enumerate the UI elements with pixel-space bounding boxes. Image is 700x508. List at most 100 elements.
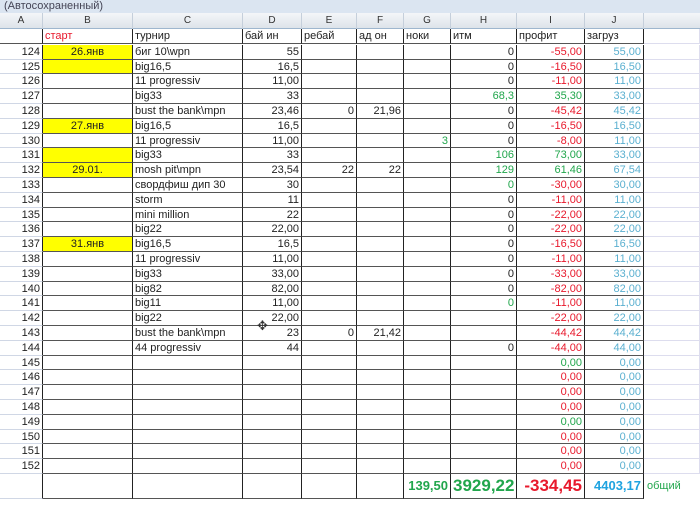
cell-j[interactable]: 0,00	[585, 385, 644, 400]
cell-e[interactable]: 0	[302, 326, 357, 341]
cell-f[interactable]	[357, 59, 404, 75]
cell-i[interactable]: -30,00	[517, 178, 585, 193]
cell-j[interactable]: 33,00	[585, 89, 644, 104]
cell-j[interactable]: 0,00	[585, 414, 644, 430]
cell-f[interactable]	[357, 252, 404, 267]
cell-d[interactable]: 22,00	[243, 222, 302, 238]
cell-f[interactable]	[357, 281, 404, 297]
cell-f[interactable]: 21,42	[357, 326, 404, 341]
cell-e[interactable]	[302, 459, 357, 474]
cell-e[interactable]	[302, 385, 357, 400]
cell-f[interactable]	[357, 311, 404, 326]
total-e[interactable]	[302, 474, 357, 499]
cell-b[interactable]	[43, 266, 133, 282]
cell-i[interactable]: 0,00	[517, 385, 585, 400]
cell-f[interactable]	[357, 133, 404, 149]
total-i[interactable]: -334,45	[517, 474, 585, 499]
cell-g[interactable]: 3	[404, 133, 451, 149]
header-cell-d[interactable]: бай ин	[243, 29, 302, 44]
cell-c[interactable]: mosh pit\mpn	[133, 163, 243, 178]
cell-c[interactable]: big33	[133, 148, 243, 164]
cell-i[interactable]: 73,00	[517, 148, 585, 164]
cell-e[interactable]	[302, 118, 357, 134]
row-number[interactable]: 129	[0, 118, 43, 134]
column-header-B[interactable]: B	[43, 13, 133, 29]
row-number[interactable]: 138	[0, 252, 43, 267]
header-cell-h[interactable]: итм	[451, 29, 517, 44]
cell-h[interactable]: 0	[451, 281, 517, 297]
cell-d[interactable]: 44	[243, 340, 302, 356]
cell-d[interactable]: 11,00	[243, 252, 302, 267]
cell-j[interactable]: 44,00	[585, 340, 644, 356]
header-cell-i[interactable]: профит	[517, 29, 585, 44]
cell-h[interactable]	[451, 400, 517, 415]
cell-h[interactable]: 0	[451, 104, 517, 119]
row-number[interactable]: 141	[0, 296, 43, 312]
cell-f[interactable]	[357, 222, 404, 238]
cell-g[interactable]	[404, 281, 451, 297]
empty-cell[interactable]	[644, 400, 700, 415]
cell-g[interactable]	[404, 104, 451, 119]
cell-e[interactable]	[302, 74, 357, 90]
cell-c[interactable]: big22	[133, 222, 243, 238]
header-cell-b[interactable]: старт	[43, 29, 133, 44]
cell-c[interactable]: big22	[133, 311, 243, 326]
cell-f[interactable]	[357, 237, 404, 252]
cell-c[interactable]	[133, 400, 243, 415]
cell-g[interactable]	[404, 459, 451, 474]
row-number[interactable]: 148	[0, 400, 43, 415]
cell-d[interactable]	[243, 385, 302, 400]
cell-h[interactable]	[451, 326, 517, 341]
cell-e[interactable]	[302, 44, 357, 60]
row-number[interactable]: 144	[0, 340, 43, 356]
cell-d[interactable]: 16,5	[243, 59, 302, 75]
cell-b[interactable]	[43, 192, 133, 208]
cell-i[interactable]: -16,50	[517, 118, 585, 134]
cell-g[interactable]	[404, 266, 451, 282]
cell-f[interactable]	[357, 266, 404, 282]
cell-c[interactable]: 11 progressiv	[133, 252, 243, 267]
empty-cell[interactable]	[644, 118, 700, 134]
empty-cell[interactable]	[644, 163, 700, 178]
column-header-C[interactable]: C	[133, 13, 243, 29]
row-number[interactable]: 140	[0, 281, 43, 297]
cell-h[interactable]: 0	[451, 118, 517, 134]
cell-f[interactable]	[357, 444, 404, 460]
cell-b[interactable]: 26.янв	[43, 44, 133, 60]
cell-h[interactable]: 0	[451, 237, 517, 252]
cell-b[interactable]	[43, 207, 133, 223]
cell-j[interactable]: 55,00	[585, 44, 644, 60]
cell-b[interactable]	[43, 355, 133, 371]
empty-cell[interactable]	[644, 207, 700, 223]
cell-g[interactable]	[404, 252, 451, 267]
row-number[interactable]: 136	[0, 222, 43, 238]
cell-h[interactable]: 0	[451, 207, 517, 223]
cell-c[interactable]: big11	[133, 296, 243, 312]
row-number[interactable]: 145	[0, 355, 43, 371]
cell-i[interactable]: -22,00	[517, 207, 585, 223]
cell-i[interactable]: -16,50	[517, 59, 585, 75]
cell-e[interactable]	[302, 237, 357, 252]
cell-i[interactable]: 0,00	[517, 355, 585, 371]
cell-b[interactable]	[43, 104, 133, 119]
cell-b[interactable]	[43, 133, 133, 149]
cell-f[interactable]	[357, 44, 404, 60]
cell-h[interactable]: 0	[451, 296, 517, 312]
cell-e[interactable]	[302, 178, 357, 193]
empty-cell[interactable]	[644, 44, 700, 60]
cell-g[interactable]	[404, 370, 451, 386]
cell-f[interactable]	[357, 355, 404, 371]
cell-e[interactable]	[302, 207, 357, 223]
cell-f[interactable]	[357, 296, 404, 312]
empty-cell[interactable]	[644, 59, 700, 75]
cell-i[interactable]: -33,00	[517, 266, 585, 282]
cell-g[interactable]	[404, 89, 451, 104]
cell-i[interactable]: -16,50	[517, 237, 585, 252]
empty-cell[interactable]	[644, 311, 700, 326]
cell-d[interactable]	[243, 355, 302, 371]
cell-j[interactable]: 16,50	[585, 59, 644, 75]
cell-d[interactable]	[243, 414, 302, 430]
cell-b[interactable]	[43, 148, 133, 164]
cell-e[interactable]	[302, 59, 357, 75]
cell-b[interactable]	[43, 429, 133, 445]
